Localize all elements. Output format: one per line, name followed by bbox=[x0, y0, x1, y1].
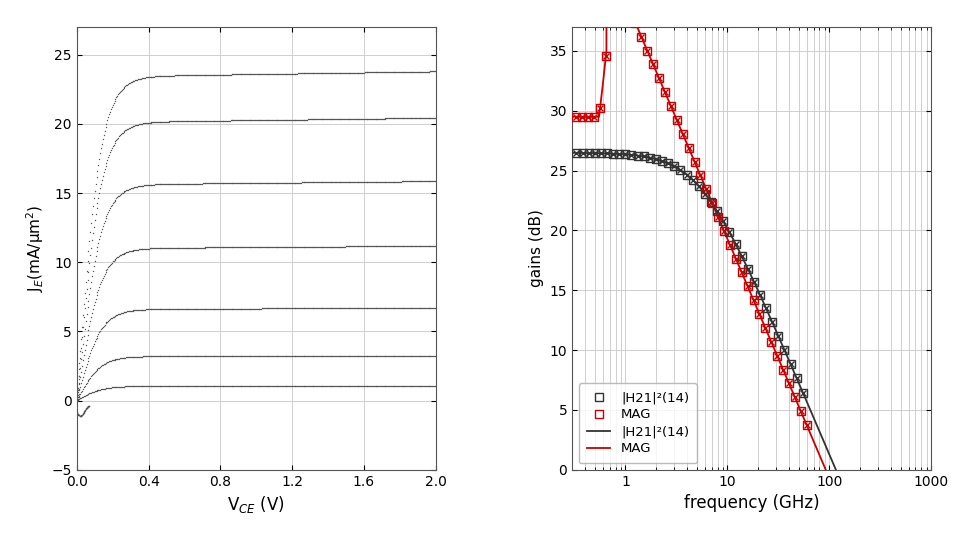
Y-axis label: gains (dB): gains (dB) bbox=[529, 210, 544, 287]
Legend: |H21|²(14), MAG, |H21|²(14), MAG: |H21|²(14), MAG, |H21|²(14), MAG bbox=[579, 383, 697, 463]
X-axis label: V$_{CE}$ (V): V$_{CE}$ (V) bbox=[228, 494, 285, 515]
Y-axis label: J$_E$(mA/μm$^2$): J$_E$(mA/μm$^2$) bbox=[24, 205, 46, 292]
X-axis label: frequency (GHz): frequency (GHz) bbox=[684, 494, 820, 512]
